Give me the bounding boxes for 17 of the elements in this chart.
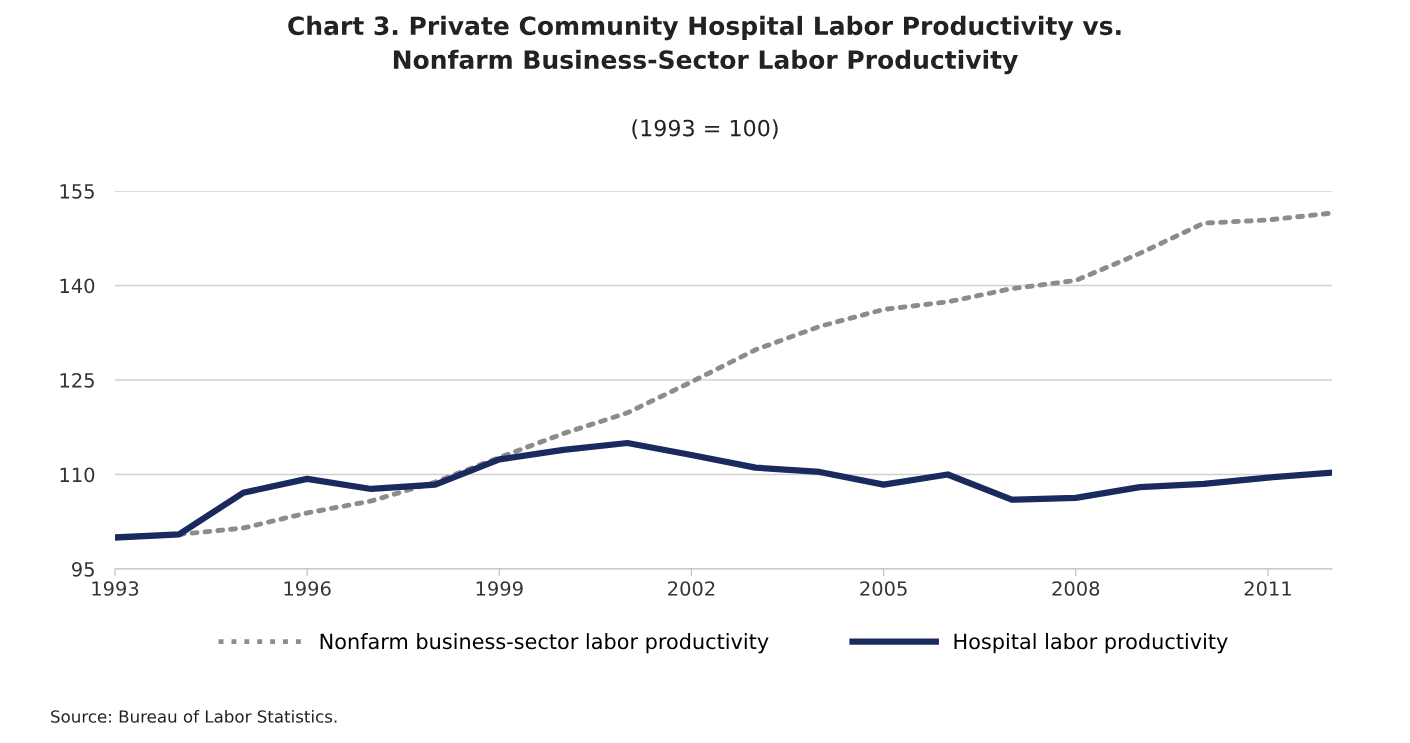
x-tick-label: 1993	[92, 581, 139, 596]
x-tick-label: 2011	[1244, 581, 1291, 596]
y-tick-label: 95	[72, 561, 94, 577]
x-tick-label: 1999	[476, 581, 523, 596]
source-note: Source: Bureau of Labor Statistics.	[51, 709, 337, 723]
x-tick-label: 2005	[860, 581, 907, 596]
y-tick-label: 155	[60, 184, 94, 199]
y-tick-label: 125	[60, 372, 94, 388]
legend-label: Nonfarm business-sector labor productivity	[320, 633, 769, 654]
x-tick-label: 1996	[284, 581, 331, 596]
chart-title: Chart 3. Private Community Hospital Labor Productivity vs. Nonfarm Business-Sector Labor Productivity	[288, 15, 1121, 75]
legend-label: Hospital labor productivity	[954, 633, 1228, 654]
chart-subtitle: (1993 = 100)	[632, 119, 778, 140]
x-tick-label: 2008	[1052, 581, 1100, 596]
y-tick-label: 140	[60, 278, 95, 294]
y-tick-label: 110	[60, 467, 95, 483]
x-tick-label: 2002	[668, 581, 715, 596]
